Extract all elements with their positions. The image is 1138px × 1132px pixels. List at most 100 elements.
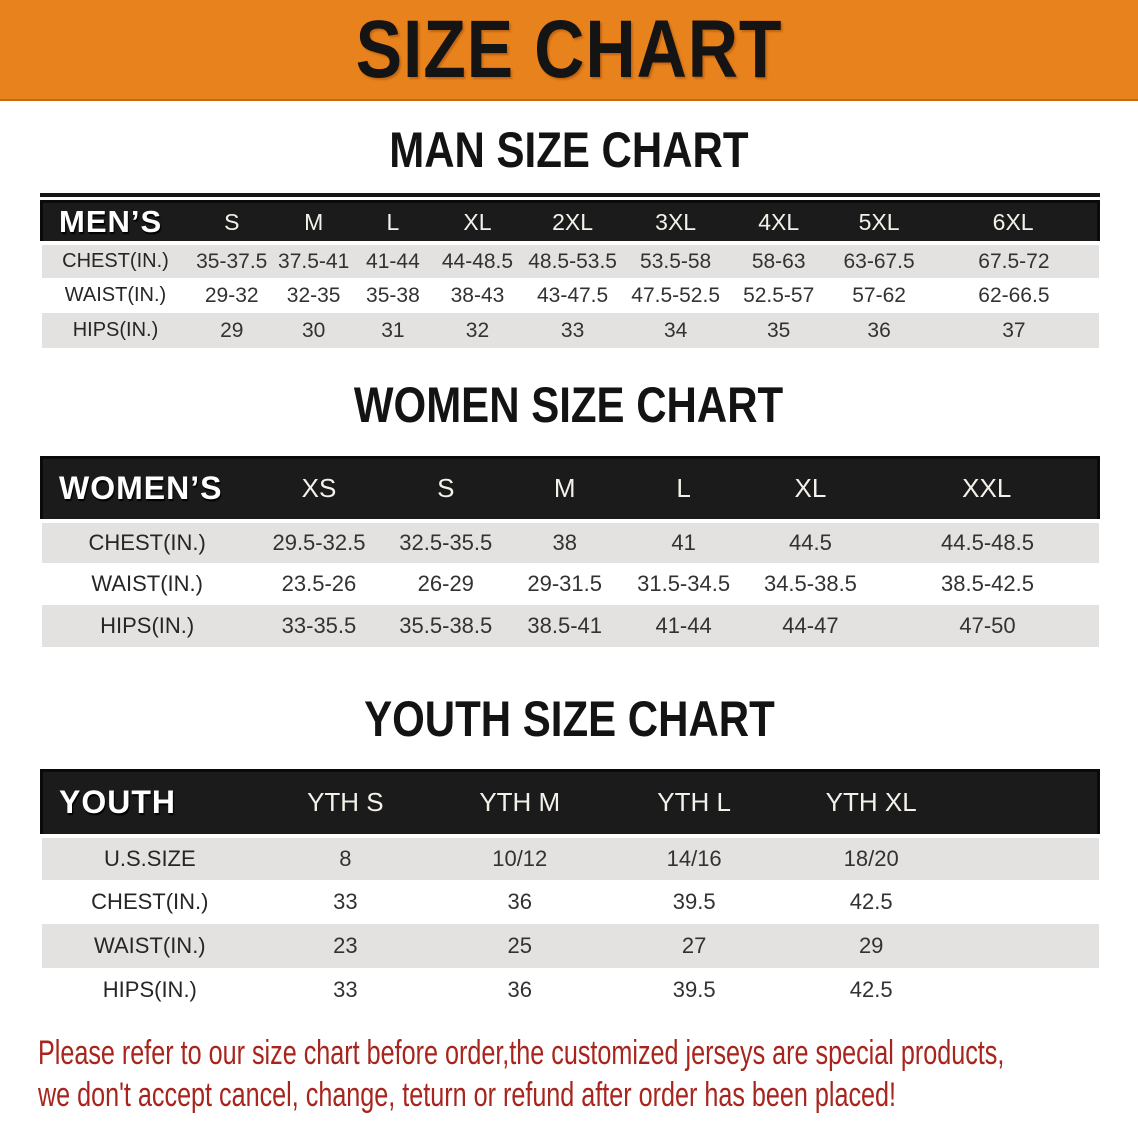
table-row: CHEST(IN.) 29.5-32.5 32.5-35.5 38 41 44.… [41,518,1099,563]
men-size-table-wrap: MEN’S S M L XL 2XL 3XL 4XL 5XL 6XL CHEST [40,193,1101,348]
value-cell: 35-38 [353,278,433,313]
row-label: HIPS(IN.) [41,968,259,1012]
value-cell: 30 [274,313,354,348]
column-header: 2XL [522,200,623,245]
row-label: CHEST(IN.) [41,880,259,924]
women-size-table: WOMEN’S XS S M L XL XXL CHEST(IN.) 29.5-… [39,456,1100,647]
value-cell: 44.5 [744,518,877,563]
disclaimer: Please refer to our size chart before or… [0,1032,1138,1116]
value-cell: 35.5-38.5 [385,604,507,647]
column-header: M [506,456,623,522]
youth-section: YOUTH SIZE CHART YOUTH YTH S YTH M YTH L… [0,647,1138,1012]
women-table-label: WOMEN’S [39,456,253,522]
value-cell: 29 [781,924,962,968]
value-cell: 33-35.5 [252,604,386,647]
value-cell: 38-43 [432,278,523,313]
column-header: 6XL [929,200,1101,245]
youth-header-row: YOUTH YTH S YTH M YTH L YTH XL [40,768,1101,838]
value-cell: 47-50 [876,604,1099,647]
page-title: SIZE CHART [355,3,783,95]
row-label: WAIST(IN.) [41,562,253,605]
value-cell: 29-32 [189,278,275,313]
value-cell: 14/16 [606,834,782,880]
value-cell: 43-47.5 [522,278,623,313]
value-cell: 23.5-26 [252,562,386,605]
men-table-header: MEN’S S M L XL 2XL 3XL 4XL 5XL 6XL [40,200,1101,245]
column-header: L [353,200,433,245]
spacer-cell [961,968,1099,1012]
value-cell: 35-37.5 [189,241,275,278]
value-cell: 31 [353,313,433,348]
value-cell: 8 [258,834,433,880]
row-label: U.S.SIZE [41,834,259,880]
women-section: WOMEN SIZE CHART WOMEN’S XS S M L XL XXL [0,348,1138,647]
table-row: WAIST(IN.) 23 25 27 29 [41,924,1099,968]
value-cell: 27 [606,924,782,968]
row-label: CHEST(IN.) [41,518,253,563]
value-cell: 57-62 [828,278,930,313]
table-row: HIPS(IN.) 33-35.5 35.5-38.5 38.5-41 41-4… [41,604,1099,647]
table-row: CHEST(IN.) 33 36 39.5 42.5 [41,880,1099,924]
table-row: HIPS(IN.) 33 36 39.5 42.5 [41,968,1099,1012]
value-cell: 42.5 [781,968,962,1012]
men-table-label: MEN’S [40,200,190,245]
table-row: HIPS(IN.) 29 30 31 32 33 34 35 36 37 [41,313,1099,348]
spacer-cell [961,924,1099,968]
row-label: WAIST(IN.) [41,924,259,968]
value-cell: 63-67.5 [828,241,930,278]
column-header: 5XL [828,200,930,245]
value-cell: 47.5-52.5 [622,278,729,313]
value-cell: 48.5-53.5 [522,241,623,278]
women-section-heading: WOMEN SIZE CHART [354,377,784,433]
value-cell: 38.5-42.5 [876,562,1099,605]
value-cell: 34.5-38.5 [744,562,877,605]
row-label: HIPS(IN.) [41,604,253,647]
youth-table-label: YOUTH [40,768,259,838]
men-header-row: MEN’S S M L XL 2XL 3XL 4XL 5XL 6XL [40,200,1101,245]
value-cell: 39.5 [606,968,782,1012]
value-cell: 32.5-35.5 [385,518,507,563]
column-header: YTH XL [781,768,962,838]
spacer-cell [961,834,1099,880]
column-header: XXL [876,456,1100,522]
value-cell: 23 [258,924,433,968]
column-header: YTH L [606,768,782,838]
women-size-table-wrap: WOMEN’S XS S M L XL XXL CHEST(IN.) 29.5-… [39,456,1100,647]
table-row: WAIST(IN.) 29-32 32-35 35-38 38-43 43-47… [41,278,1099,313]
disclaimer-line-1: Please refer to our size chart before or… [38,1034,1005,1072]
value-cell: 38 [506,518,623,563]
value-cell: 36 [828,313,930,348]
value-cell: 44.5-48.5 [876,518,1099,563]
women-table-header: WOMEN’S XS S M L XL XXL [39,456,1100,522]
value-cell: 39.5 [606,880,782,924]
value-cell: 10/12 [432,834,607,880]
column-header: XL [744,456,877,522]
disclaimer-line-2: we don't accept cancel, change, teturn o… [38,1076,896,1114]
column-header: XS [252,456,386,522]
youth-size-table: YOUTH YTH S YTH M YTH L YTH XL U.S.SIZE … [40,768,1101,1012]
value-cell: 31.5-34.5 [622,562,745,605]
value-cell: 42.5 [781,880,962,924]
column-header: 4XL [728,200,829,245]
value-cell: 62-66.5 [929,278,1099,313]
youth-section-heading: YOUTH SIZE CHART [363,690,775,747]
youth-size-table-wrap: YOUTH YTH S YTH M YTH L YTH XL U.S.SIZE … [40,768,1101,1012]
banner: SIZE CHART [0,0,1138,101]
value-cell: 36 [432,880,607,924]
value-cell: 37 [929,313,1099,348]
value-cell: 18/20 [781,834,962,880]
value-cell: 41-44 [353,241,433,278]
value-cell: 38.5-41 [506,604,623,647]
column-header: S [385,456,507,522]
table-row: CHEST(IN.) 35-37.5 37.5-41 41-44 44-48.5… [41,241,1099,278]
value-cell: 32-35 [274,278,354,313]
value-cell: 53.5-58 [622,241,729,278]
column-header: L [622,456,745,522]
table-row: U.S.SIZE 8 10/12 14/16 18/20 [41,834,1099,880]
value-cell: 32 [432,313,523,348]
value-cell: 41 [622,518,745,563]
column-header: XL [432,200,523,245]
value-cell: 67.5-72 [929,241,1099,278]
value-cell: 52.5-57 [728,278,829,313]
